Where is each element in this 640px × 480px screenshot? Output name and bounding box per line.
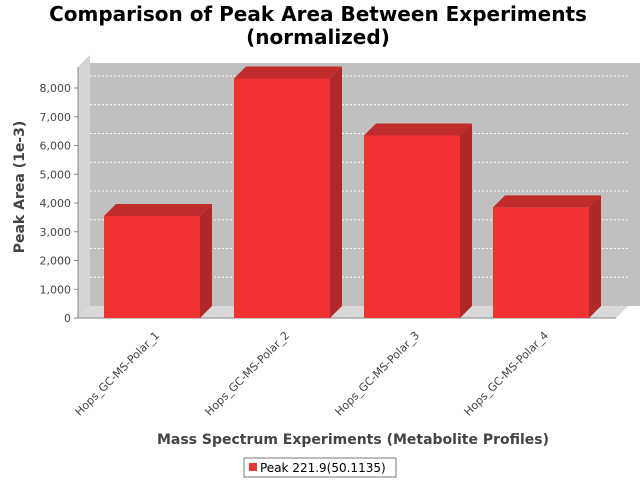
x-tick-labels: Hops_GC-MS-Polar_1 Hops_GC-MS-Polar_2 Hops…	[73, 329, 552, 419]
y-tick-label: 7,000	[40, 111, 72, 124]
y-tick-labels: 0 1,000 2,000 3,000 4,000 5,000 6,000 7,000 8,00…	[40, 82, 78, 325]
bar-front	[234, 78, 330, 318]
bar-side	[330, 66, 342, 318]
x-tick-label: Hops_GC-MS-Polar_1	[73, 329, 163, 419]
x-tick-label: Hops_GC-MS-Polar_2	[203, 329, 293, 419]
bar-front	[493, 207, 589, 318]
bar-side	[460, 123, 472, 318]
legend: Peak 221.9(50.1135)	[243, 457, 397, 478]
chart-title: Comparison of Peak Area Between Experime…	[49, 2, 587, 26]
y-tick-label: 3,000	[40, 226, 72, 239]
bar-top	[104, 203, 212, 216]
y-tick-label: 4,000	[40, 197, 72, 210]
bar-front	[364, 135, 460, 318]
bar	[493, 195, 601, 318]
y-tick-label: 2,000	[40, 255, 72, 268]
bar-top	[234, 66, 342, 79]
y-tick-label: 1,000	[40, 283, 72, 296]
chart-subtitle: (normalized)	[246, 25, 390, 49]
bar-top	[493, 195, 601, 208]
x-tick-label: Hops_GC-MS-Polar_4	[462, 329, 552, 419]
y-tick-label: 5,000	[40, 168, 72, 181]
y-tick-label: 0	[64, 312, 71, 325]
bar	[234, 66, 342, 318]
bar-side	[200, 203, 212, 318]
bar-top	[364, 123, 472, 136]
bars	[104, 66, 601, 318]
x-tick-label: Hops_GC-MS-Polar_3	[333, 329, 423, 419]
y-tick-label: 6,000	[40, 140, 72, 153]
plot-floor	[78, 306, 628, 318]
y-tick-label: 8,000	[40, 82, 72, 95]
plot-side-wall	[78, 55, 90, 318]
bar	[104, 203, 212, 318]
legend-box	[243, 457, 397, 478]
legend-swatch	[249, 463, 257, 471]
bar	[364, 123, 472, 318]
bar-side	[589, 195, 601, 318]
y-axis-label: Peak Area (1e-3)	[12, 121, 28, 254]
x-axis-label: Mass Spectrum Experiments (Metabolite Pr…	[157, 432, 549, 448]
bar-front	[104, 215, 200, 318]
legend-label: Peak 221.9(50.1135)	[260, 461, 386, 475]
